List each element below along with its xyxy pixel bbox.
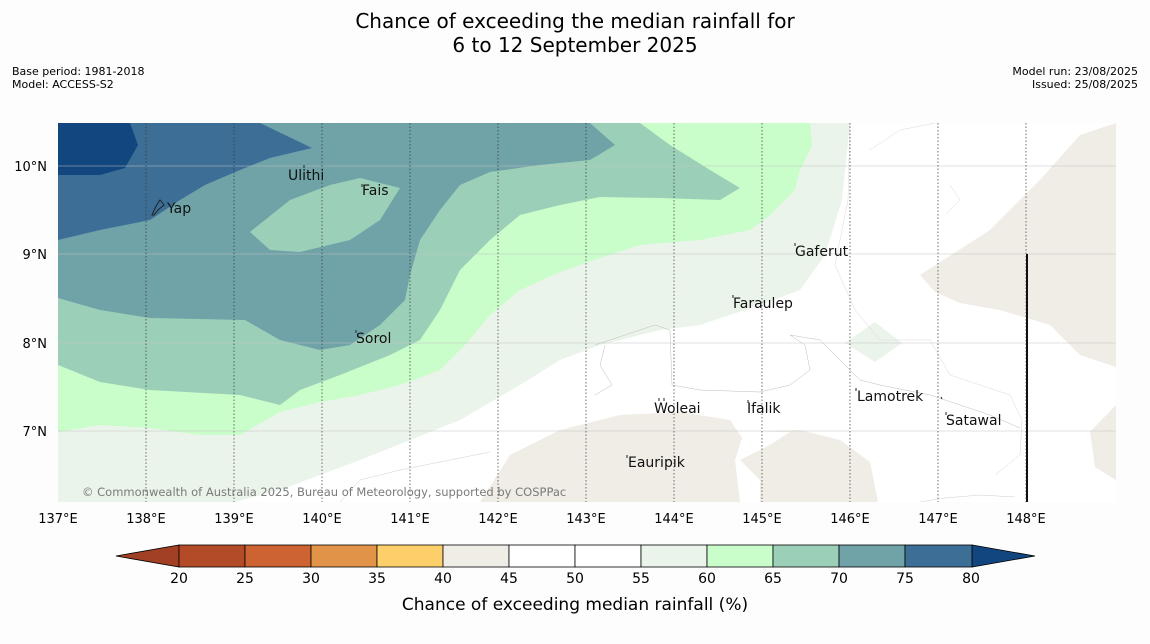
base-period-text: Base period: 1981-2018: [12, 65, 145, 78]
colorbar-segment-35-40: [376, 544, 444, 568]
colorbar-tick-65: 65: [764, 571, 782, 587]
lon-label-146e: 146°E: [830, 512, 870, 527]
green-pocket-146e: [845, 322, 902, 362]
lon-label-142e: 142°E: [478, 512, 518, 527]
probability-contours: [58, 123, 1116, 502]
base-period-info: Base period: 1981-2018 Model: ACCESS-S2: [12, 65, 144, 91]
band-above-80: [58, 123, 138, 175]
colorbar-tick-75: 75: [896, 571, 914, 587]
colorbar-tick-45: 45: [500, 571, 518, 587]
colorbar-tick-70: 70: [830, 571, 848, 587]
lat-label-8n: 8°N: [23, 337, 48, 352]
colorbar-low-extension: [115, 544, 180, 568]
latitude-axis-labels: 10°N 9°N 8°N 7°N: [14, 160, 47, 440]
colorbar-segment-20-25: [178, 544, 246, 568]
colorbar-segment-30-35: [310, 544, 378, 568]
elato-island-icon: [940, 396, 943, 400]
colorbar-tick-30: 30: [302, 571, 320, 587]
place-label-gaferut: Gaferut: [795, 244, 849, 260]
place-label-lamotrek: Lamotrek: [857, 389, 924, 405]
lon-label-141e: 141°E: [390, 512, 430, 527]
place-label-fais: Fais: [362, 183, 389, 199]
colorbar-high-extension: [971, 544, 1036, 568]
colorbar-segment-65-70: [772, 544, 840, 568]
lat-label-7n: 7°N: [23, 425, 48, 440]
dry-region-east: [920, 123, 1116, 367]
lon-label-145e: 145°E: [742, 512, 782, 527]
colorbar-segment-55-60: [640, 544, 708, 568]
contour-line-45: [339, 451, 491, 502]
colorbar-tick-35: 35: [368, 571, 386, 587]
copyright-notice: © Commonwealth of Australia 2025, Bureau…: [82, 485, 566, 499]
contour-line-45b: [919, 494, 1016, 502]
lat-label-10n: 10°N: [14, 160, 47, 175]
colorbar-tick-40: 40: [434, 571, 452, 587]
yap-island-icon: [151, 199, 165, 216]
neutral-pocket-south: [735, 432, 790, 502]
model-run-text: Model run: 23/08/2025: [1012, 65, 1138, 78]
lon-label-137e: 137°E: [38, 512, 78, 527]
colorbar-tick-60: 60: [698, 571, 716, 587]
place-label-yap: Yap: [166, 201, 191, 217]
title-line-2: 6 to 12 September 2025: [452, 33, 698, 57]
lon-label-147e: 147°E: [918, 512, 958, 527]
contour-line-52c: [944, 184, 961, 216]
lon-label-138e: 138°E: [126, 512, 166, 527]
colorbar-tick-20: 20: [170, 571, 188, 587]
place-label-faraulep: Faraulep: [733, 296, 793, 312]
colorbar-segments: [178, 544, 973, 568]
colorbar-segment-45-50: [508, 544, 576, 568]
place-label-ulithi: Ulithi: [288, 168, 324, 184]
lon-label-139e: 139°E: [214, 512, 254, 527]
model-run-info: Model run: 23/08/2025 Issued: 25/08/2025: [1012, 65, 1138, 91]
contour-line-52b: [869, 123, 936, 151]
dry-region-southeast: [1090, 405, 1116, 480]
colorbar-tick-55: 55: [632, 571, 650, 587]
colorbar-segment-40-45: [442, 544, 510, 568]
place-label-sorol: Sorol: [356, 331, 391, 347]
colorbar-tick-labels: 20 25 30 35 40 45 50 55 60 65 70 75 80: [170, 571, 980, 587]
lon-label-148e: 148°E: [1006, 512, 1046, 527]
longitude-axis-labels: 137°E 138°E 139°E 140°E 141°E 142°E 143°…: [38, 512, 1046, 527]
colorbar-segment-50-55: [574, 544, 642, 568]
contour-line-50b: [594, 344, 613, 396]
lon-label-143e: 143°E: [566, 512, 606, 527]
island-outlines: [151, 165, 947, 458]
colorbar-tick-25: 25: [236, 571, 254, 587]
colorbar-segment-70-75: [838, 544, 906, 568]
contour-line-50: [594, 324, 1021, 429]
lon-label-140e: 140°E: [302, 512, 342, 527]
map-title: Chance of exceeding the median rainfall …: [0, 9, 1150, 57]
issued-text: Issued: 25/08/2025: [1031, 78, 1138, 91]
colorbar-title: Chance of exceeding median rainfall (%): [402, 595, 748, 615]
place-label-eauripik: Eauripik: [628, 455, 686, 471]
colorbar-tick-50: 50: [566, 571, 584, 587]
place-label-woleai: Woleai: [654, 401, 701, 417]
model-text: Model: ACCESS-S2: [12, 78, 114, 91]
place-labels: Yap Ulithi Fais Gaferut Faraulep Sorol L…: [166, 168, 1001, 471]
lon-label-144e: 144°E: [654, 512, 694, 527]
place-label-satawal: Satawal: [946, 413, 1001, 429]
place-label-ifalik: Ifalik: [747, 401, 781, 417]
fais-pocket: [250, 178, 400, 252]
colorbar-segment-60-65: [706, 544, 774, 568]
lat-label-9n: 9°N: [23, 248, 48, 263]
title-line-1: Chance of exceeding the median rainfall …: [355, 9, 795, 33]
colorbar: 20 25 30 35 40 45 50 55 60 65 70 75 80 C…: [115, 544, 1036, 615]
colorbar-segment-75-80: [904, 544, 973, 568]
colorbar-segment-25-30: [244, 544, 312, 568]
map-panel: Yap Ulithi Fais Gaferut Faraulep Sorol L…: [14, 123, 1116, 527]
colorbar-tick-80: 80: [962, 571, 980, 587]
